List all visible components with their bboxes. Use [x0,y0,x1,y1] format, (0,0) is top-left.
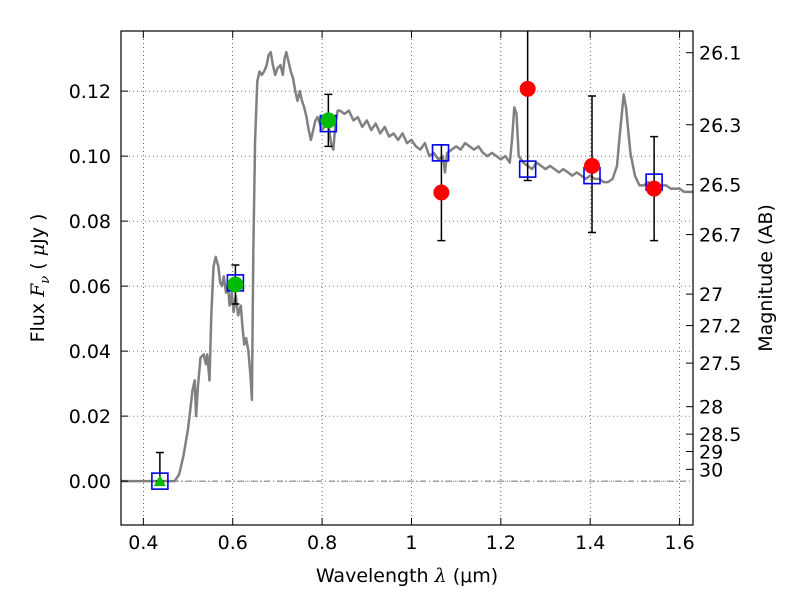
mag-tick-label: 30 [699,459,723,481]
ir-flux-point [433,184,450,201]
mag-tick-label: 26.7 [699,225,741,247]
y-tick-label: 0.12 [69,81,111,103]
ir-flux-point [646,180,663,197]
mag-tick-label: 27 [699,284,723,306]
ir-flux-point [584,157,601,174]
mag-tick-label: 29 [699,441,723,463]
mag-tick-label: 26.1 [699,43,741,65]
y-tick-label: 0.06 [69,276,111,298]
model-photometry-square [151,472,169,490]
model-spectrum-line [121,50,693,483]
axis-ticks: 0.4 0.6 0.8 1 1.2 1.4 1.6 0.00 0.02 0.04 0.06 0.08 0… [69,31,741,554]
x-tick-label: 1 [405,532,417,554]
detection-point [320,112,337,129]
mag-tick-label: 26.5 [699,175,741,197]
detection-point [227,276,244,293]
y-tick-label: 0.04 [69,341,111,363]
model-photometry-square [431,144,450,162]
x-tick-label: 1.6 [664,532,694,554]
y-tick-label: 0.10 [69,146,111,168]
x-tick-label: 0.8 [307,532,337,554]
mag-tick-label: 26.3 [699,115,741,137]
mag-tick-label: 27.5 [699,353,741,375]
x-tick-label: 1.2 [486,532,516,554]
plot-frame [120,30,694,526]
model-photometry-square [518,160,537,178]
y2-axis-label: Magnitude (AB) [755,204,777,352]
mag-tick-label: 28 [699,397,723,419]
x-tick-label: 0.6 [218,532,248,554]
x-axis-label: Wavelength λ (μm) [316,565,498,587]
plot-area [121,31,693,490]
ir-flux-point [519,80,536,97]
mag-tick-label: 27.2 [699,316,741,338]
x-tick-label: 0.4 [128,532,158,554]
y-axis-label: Flux Fν ( μJy ) [27,214,53,343]
y-tick-label: 0.02 [69,406,111,428]
y-tick-label: 0.08 [69,211,111,233]
nondetection-triangle [153,475,166,487]
y-tick-label: 0.00 [69,471,111,493]
mag-tick-label: 28.5 [699,424,741,446]
data-markers [151,80,663,490]
grid-lines [121,31,693,525]
x-tick-label: 1.4 [575,532,605,554]
